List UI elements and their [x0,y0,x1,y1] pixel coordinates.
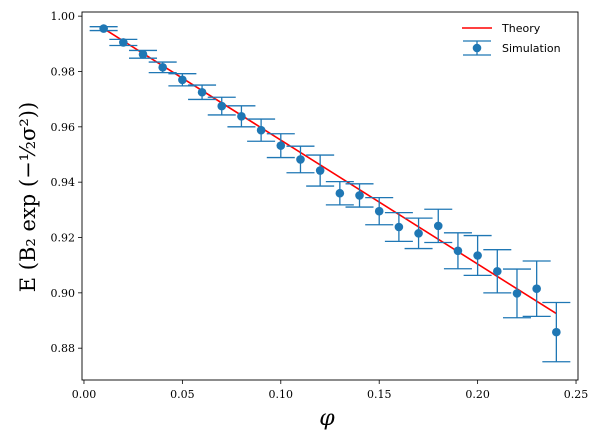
data-point [355,191,364,200]
data-point [119,38,128,47]
x-tick-label: 0.15 [367,388,392,401]
x-axis-label: φ [319,406,335,431]
plot-frame [81,11,579,381]
legend: Theory Simulation [462,22,561,56]
y-tick-label: 0.98 [51,65,76,78]
data-point [315,166,325,175]
y-tick-label: 0.96 [51,121,76,134]
data-point [99,24,108,33]
y-tick-label: 0.90 [51,287,76,300]
data-point [493,266,502,276]
y-tick-label: 0.92 [51,232,76,245]
x-tick-label: 0.05 [170,388,195,401]
data-point [414,229,423,238]
data-point [296,155,305,164]
axis-ticks: 0.00 0.05 0.10 0.15 0.20 0.25 0.88 0.90 0.92 0.94… [51,10,589,401]
legend-sim-label: Simulation [502,42,561,55]
data-point [433,221,443,231]
data-point [374,206,384,216]
x-tick-label: 0.25 [564,388,589,401]
x-tick-label: 0.00 [72,388,97,401]
data-point [335,188,345,198]
y-tick-label: 0.88 [51,342,76,355]
x-tick-label: 0.20 [465,388,490,401]
data-point [276,141,286,150]
data-point [453,246,463,256]
data-point [552,327,561,337]
data-point [532,284,541,293]
data-point [217,101,227,111]
data-point [237,112,246,121]
legend-theory-label: Theory [501,22,541,35]
data-point [394,222,404,232]
plot-marks [89,24,571,363]
data-point [256,125,266,135]
theory-line [103,27,557,315]
data-point [158,63,167,72]
data-point [138,50,148,59]
data-point [512,289,522,298]
data-point [178,75,187,85]
y-tick-label: 1.00 [51,10,76,23]
y-axis-label: E (B₂ exp (−½σ²)) [16,102,40,292]
y-tick-label: 0.94 [51,176,76,189]
legend-sim-marker [472,43,482,53]
data-point [197,87,207,97]
data-point [473,251,482,260]
x-tick-label: 0.10 [269,388,294,401]
